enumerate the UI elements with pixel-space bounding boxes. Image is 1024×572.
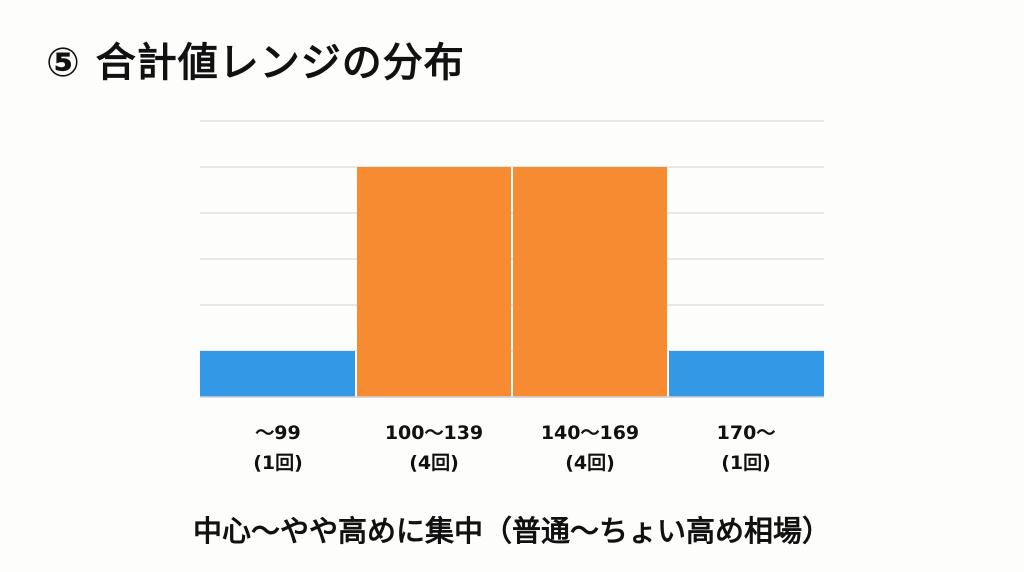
bar-1 [357, 167, 511, 397]
slide-title: ⑤ 合計値レンジの分布 [46, 40, 465, 86]
bar-2 [513, 167, 667, 397]
category-label: 〜99 [255, 422, 301, 444]
bar-0 [200, 351, 355, 397]
x-tick-label: 170〜 (1回) [668, 418, 824, 478]
caption: 中心〜やや高めに集中（普通〜ちょい高め相場） [192, 514, 831, 548]
count-label: (4回) [565, 452, 615, 474]
bar-3 [669, 351, 824, 397]
count-label: (1回) [253, 452, 303, 474]
x-tick-label: 100〜139 (4回) [356, 418, 512, 478]
category-label: 140〜169 [540, 422, 640, 444]
x-tick-label: 140〜169 (4回) [512, 418, 668, 478]
category-label: 170〜 [716, 422, 776, 444]
count-label: (1回) [721, 452, 771, 474]
count-label: (4回) [409, 452, 459, 474]
category-label: 100〜139 [384, 422, 484, 444]
x-tick-label: 〜99 (1回) [200, 418, 356, 478]
